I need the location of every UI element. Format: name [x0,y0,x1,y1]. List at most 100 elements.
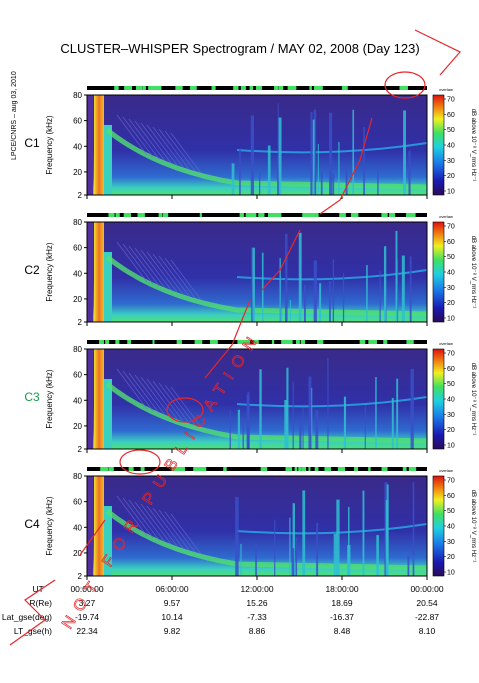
status-bar-segment [105,340,110,344]
burst [315,410,319,449]
status-bar-segment [316,86,323,90]
status-bar-segment [176,340,182,344]
colorbar: overlaw 70 60 50 40 30 20 10 dB above 10⁻⁸ V_rms… [432,87,477,196]
status-bar-segment [249,86,254,90]
status-bar-segment [153,86,162,90]
status-bar-segment [180,467,185,471]
striation [140,503,172,545]
burst [310,112,313,195]
colorbar-gradient [432,348,445,450]
status-bar-segment [399,86,408,90]
status-bar-segment [104,467,108,471]
striation [146,378,178,420]
striation [152,126,184,168]
burst [267,145,271,195]
status-bar-segment [209,340,218,344]
striation [158,128,190,170]
status-bar-segment [402,467,407,471]
y-tick-label: 80 [73,218,82,227]
status-bar [87,467,427,471]
ephemeris-value: 18:00:00 [325,584,358,594]
spectrogram-gap [87,476,93,576]
burst [362,490,365,576]
status-bar-segment [297,340,300,344]
status-bar-segment [110,213,115,217]
striation [140,122,172,164]
colorbar: overlaw 70 60 50 40 30 20 10 dB above 10⁻⁸ V_rms… [432,341,477,450]
spectrogram-plot [86,94,428,196]
watermark-strikes [9,29,461,646]
y-tick-label: 40 [73,523,82,532]
hot-column [94,222,104,322]
hot-column-edge [104,379,112,449]
y-axis-label: Frequency (kHz) [45,496,54,555]
status-bar-segment [128,467,134,471]
colorbar-label: dB above 10⁻⁸ V_rms Hz⁻¹ [470,236,477,309]
burst [391,397,394,449]
status-bar-segment [199,213,202,217]
status-bar-segment [350,213,359,217]
colorbar-tick-label: 20 [447,300,455,307]
status-bar-segment [140,467,145,471]
y-axis: 80 60 40 20 2 Frequency (kHz) [45,218,87,327]
burst [229,410,231,449]
colorbar-tick-label: 50 [447,254,455,261]
y-tick-label: 60 [73,498,82,507]
burst [363,127,365,195]
burst [299,422,302,449]
burst [284,400,288,449]
hot-column-edge [104,506,112,576]
status-bar-segment [237,340,244,344]
y-tick-label: 20 [73,168,82,177]
status-bar-segment [99,340,104,344]
status-bar-segment [172,467,176,471]
ephemeris-value: -7.33 [247,612,267,622]
burst [274,519,276,576]
ephemeris-row: Lat_gse(deg) -19.74 10.14 -7.33 -16.37 -22.87 [2,612,439,622]
status-bar-segment [260,467,268,471]
status-bar-segment [298,467,302,471]
ephemeris-value: 00:00:00 [410,584,443,594]
striation [152,380,184,422]
striation [170,132,202,174]
striation [164,384,196,426]
colorbar-top-label: overlaw [439,341,453,346]
striation [164,511,196,553]
striation [170,386,202,428]
burst [313,109,317,195]
burst [332,259,335,322]
status-bar-segment [281,340,289,344]
colorbar-tick-label: 10 [447,189,455,196]
burst [289,517,291,576]
striation [122,243,154,285]
status-bar-segment [308,467,311,471]
burst [383,246,387,322]
ephemeris-value: -22.87 [415,612,439,622]
hot-column-edge [104,125,112,195]
status-bar-segment [194,340,203,344]
striation [152,507,184,549]
burst [255,543,257,576]
status-bar-segment [287,86,293,90]
status-bar-segment [103,467,106,471]
status-bar-segment [108,467,114,471]
burst [366,265,368,322]
status-bar-segment [198,467,207,471]
burst [277,103,279,195]
burst [250,115,255,195]
plasma-line [105,509,428,571]
burst [396,259,399,322]
colorbar-top-label: overlaw [439,214,453,219]
burst [246,394,250,449]
status-bar-segment [190,86,197,90]
colorbar-tick-label: 20 [447,554,455,561]
ephemeris-value: 9.57 [164,598,181,608]
burst [298,232,302,322]
ephemeris-value: 8.48 [334,626,351,636]
burst [252,247,255,322]
status-bar-segment [300,340,305,344]
status-bar-segment [381,467,388,471]
y-axis: 80 60 40 20 2 Frequency (kHz) [45,472,87,581]
y-tick-label: 2 [78,572,83,581]
panel-label: C3 [24,390,40,404]
